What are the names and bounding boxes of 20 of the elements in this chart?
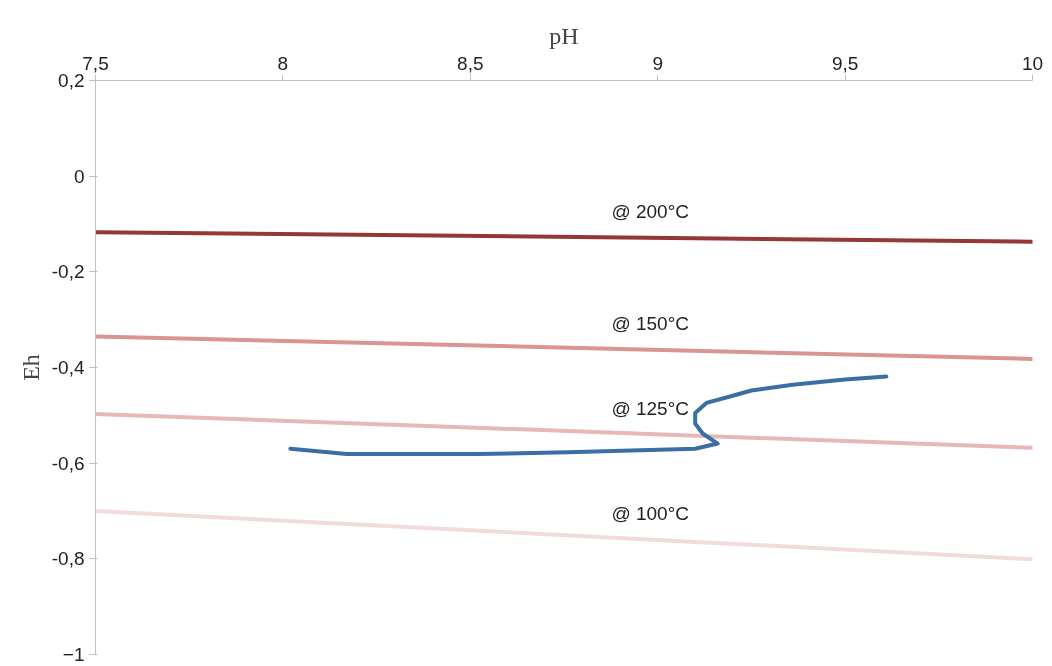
x-tick-label: 8,5 [457,52,484,74]
x-axis-title: pH [549,22,579,49]
series-label: @ 200°C [611,201,689,223]
x-tick-label: 7,5 [82,52,109,74]
y-tick-label: 0 [73,165,85,187]
y-tick-label: -0,2 [51,261,85,283]
line-series [288,374,889,457]
y-axis-title: Eh [17,354,44,381]
y-tick-label: -0,6 [51,452,85,474]
series-label: @ 100°C [611,503,689,525]
y-tick-label: −1 [62,644,85,665]
series-label: @ 150°C [611,313,689,335]
x-tick-label: 9 [652,52,663,74]
series-label: @ 125°C [611,397,689,419]
y-tick-label: -0,8 [51,548,85,570]
x-tick-label: 10 [1021,52,1044,74]
x-tick-label: 8 [277,52,289,74]
y-tick-label: -0,4 [51,357,85,378]
y-tick-label: 0,2 [58,70,85,91]
x-tick-label: 9,5 [831,52,859,74]
